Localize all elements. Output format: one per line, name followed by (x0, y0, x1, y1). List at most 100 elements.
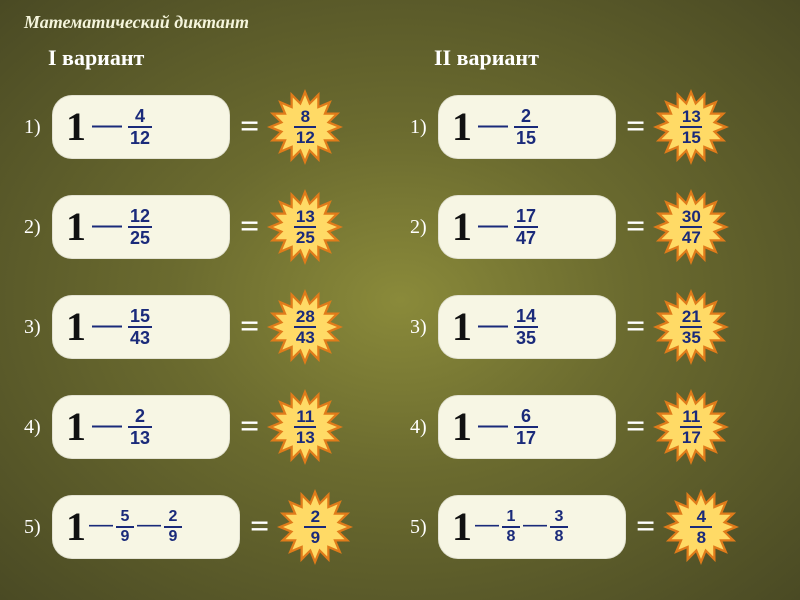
minus-sign: — (472, 108, 514, 142)
minus-sign: — (472, 308, 514, 342)
minus-sign: — (86, 208, 128, 242)
fraction-numerator: 5 (121, 508, 130, 526)
expression-pill: 1 — 2 15 (438, 95, 616, 159)
fraction-numerator: 8 (301, 107, 310, 126)
expression-pill: 1 — 12 25 (52, 195, 230, 259)
minus-sign: — (86, 511, 116, 539)
fraction-denominator: 25 (130, 228, 150, 248)
expression-pill: 1 — 15 43 (52, 295, 230, 359)
fraction-denominator: 13 (296, 428, 315, 447)
fraction-denominator: 8 (555, 528, 564, 546)
expression-pill: 1 — 5 9 — 2 9 (52, 495, 240, 559)
fraction-numerator: 15 (130, 306, 150, 326)
minus-sign: — (134, 511, 164, 539)
fraction: 1 8 (502, 508, 520, 546)
equals-sign: = (240, 508, 275, 546)
fraction-denominator: 17 (516, 428, 536, 448)
problem-row: 5) 1 — 5 9 — 2 9 = 2 9 (24, 485, 390, 569)
fraction: 6 17 (514, 406, 538, 448)
fraction-denominator: 12 (130, 128, 150, 148)
fraction-numerator: 17 (516, 206, 536, 226)
fraction-denominator: 25 (296, 228, 315, 247)
minus-sign: — (86, 308, 128, 342)
problem-row: 4) 1 — 2 13 = 11 13 (24, 385, 390, 469)
fraction-numerator: 14 (516, 306, 536, 326)
page-title: Математический диктант (0, 0, 800, 33)
fraction-denominator: 12 (296, 128, 315, 147)
row-number: 3) (24, 316, 52, 339)
row-number: 2) (410, 216, 438, 239)
fraction-numerator: 28 (296, 307, 315, 326)
minus-sign: — (520, 511, 550, 539)
equals-sign: = (616, 408, 651, 446)
expression-pill: 1 — 1 8 — 3 8 (438, 495, 626, 559)
whole-one: 1 (452, 307, 472, 347)
problem-row: 5) 1 — 1 8 — 3 8 = 4 8 (410, 485, 776, 569)
fraction: 21 35 (680, 307, 702, 347)
fraction-numerator: 21 (682, 307, 701, 326)
problem-row: 3) 1 — 15 43 = 28 43 (24, 285, 390, 369)
fraction: 5 9 (116, 508, 134, 546)
fraction-denominator: 47 (682, 228, 701, 247)
fraction-numerator: 30 (682, 207, 701, 226)
problem-row: 1) 1 — 4 12 = 8 12 (24, 85, 390, 169)
fraction-numerator: 2 (311, 507, 320, 526)
equals-sign: = (230, 108, 265, 146)
problem-row: 2) 1 — 17 47 = 30 47 (410, 185, 776, 269)
expression-pill: 1 — 6 17 (438, 395, 616, 459)
variant-header-right: II вариант (410, 45, 776, 71)
answer-burst: 2 9 (275, 487, 355, 567)
whole-one: 1 (452, 407, 472, 447)
fraction-denominator: 47 (516, 228, 536, 248)
fraction-denominator: 13 (130, 428, 150, 448)
answer-burst: 11 17 (651, 387, 731, 467)
fraction: 2 9 (304, 507, 326, 547)
fraction-numerator: 12 (130, 206, 150, 226)
minus-sign: — (472, 208, 514, 242)
fraction-numerator: 2 (135, 406, 145, 426)
right-column: II вариант 1) 1 — 2 15 = 13 15 2) 1 — 17… (410, 45, 776, 569)
whole-one: 1 (452, 207, 472, 247)
fraction-numerator: 2 (169, 508, 178, 526)
expression-pill: 1 — 14 35 (438, 295, 616, 359)
fraction-denominator: 8 (697, 528, 706, 547)
variant-header-left: I вариант (24, 45, 390, 71)
minus-sign: — (472, 511, 502, 539)
fraction: 8 12 (294, 107, 316, 147)
whole-one: 1 (452, 107, 472, 147)
fraction: 2 15 (514, 106, 538, 148)
fraction: 14 35 (514, 306, 538, 348)
fraction-denominator: 9 (311, 528, 320, 547)
left-column: I вариант 1) 1 — 4 12 = 8 12 2) 1 — 12 2… (24, 45, 390, 569)
fraction-numerator: 13 (682, 107, 701, 126)
right-rows: 1) 1 — 2 15 = 13 15 2) 1 — 17 47 = (410, 85, 776, 569)
expression-pill: 1 — 4 12 (52, 95, 230, 159)
fraction-numerator: 4 (135, 106, 145, 126)
fraction-denominator: 43 (296, 328, 315, 347)
fraction: 3 8 (550, 508, 568, 546)
fraction-numerator: 11 (296, 407, 314, 426)
fraction-denominator: 15 (516, 128, 536, 148)
fraction-denominator: 35 (516, 328, 536, 348)
equals-sign: = (616, 208, 651, 246)
fraction: 28 43 (294, 307, 316, 347)
answer-burst: 11 13 (265, 387, 345, 467)
fraction-numerator: 3 (555, 508, 564, 526)
equals-sign: = (230, 208, 265, 246)
fraction-denominator: 15 (682, 128, 701, 147)
minus-sign: — (86, 408, 128, 442)
fraction: 11 17 (680, 407, 702, 447)
fraction-denominator: 43 (130, 328, 150, 348)
fraction-denominator: 35 (682, 328, 701, 347)
equals-sign: = (616, 108, 651, 146)
row-number: 4) (410, 416, 438, 439)
fraction-numerator: 4 (697, 507, 706, 526)
problem-row: 4) 1 — 6 17 = 11 17 (410, 385, 776, 469)
whole-one: 1 (66, 407, 86, 447)
whole-one: 1 (66, 307, 86, 347)
fraction: 11 13 (294, 407, 316, 447)
problem-row: 3) 1 — 14 35 = 21 35 (410, 285, 776, 369)
answer-burst: 21 35 (651, 287, 731, 367)
equals-sign: = (230, 408, 265, 446)
fraction: 17 47 (514, 206, 538, 248)
